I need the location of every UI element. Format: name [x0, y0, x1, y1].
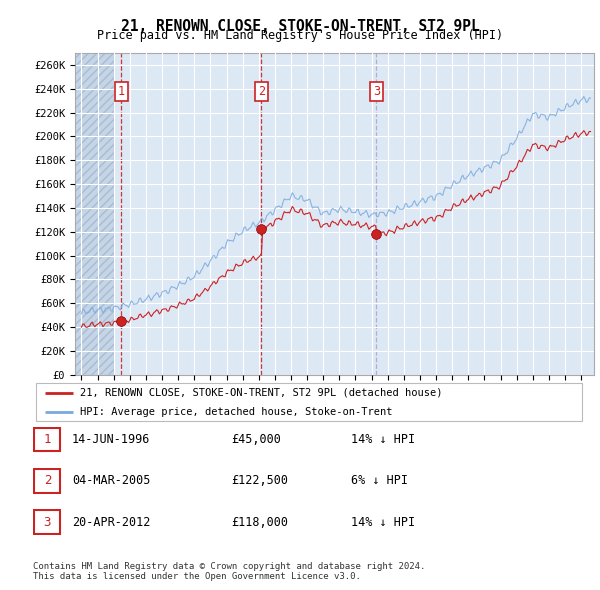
Text: 14-JUN-1996: 14-JUN-1996	[72, 433, 151, 446]
Text: 6% ↓ HPI: 6% ↓ HPI	[351, 474, 408, 487]
Text: 1: 1	[118, 85, 125, 98]
Text: £45,000: £45,000	[231, 433, 281, 446]
Text: 3: 3	[44, 516, 51, 529]
Text: HPI: Average price, detached house, Stoke-on-Trent: HPI: Average price, detached house, Stok…	[80, 407, 392, 417]
Text: 21, RENOWN CLOSE, STOKE-ON-TRENT, ST2 9PL: 21, RENOWN CLOSE, STOKE-ON-TRENT, ST2 9P…	[121, 19, 479, 34]
FancyBboxPatch shape	[34, 510, 61, 534]
Text: £118,000: £118,000	[231, 516, 288, 529]
Text: 21, RENOWN CLOSE, STOKE-ON-TRENT, ST2 9PL (detached house): 21, RENOWN CLOSE, STOKE-ON-TRENT, ST2 9P…	[80, 388, 443, 398]
Text: £122,500: £122,500	[231, 474, 288, 487]
Polygon shape	[75, 53, 113, 375]
Text: 14% ↓ HPI: 14% ↓ HPI	[351, 433, 415, 446]
FancyBboxPatch shape	[34, 428, 61, 451]
Text: Contains HM Land Registry data © Crown copyright and database right 2024.
This d: Contains HM Land Registry data © Crown c…	[33, 562, 425, 581]
Text: 2: 2	[258, 85, 265, 98]
FancyBboxPatch shape	[36, 383, 583, 421]
Text: 2: 2	[44, 474, 51, 487]
Text: 14% ↓ HPI: 14% ↓ HPI	[351, 516, 415, 529]
Text: 1: 1	[44, 433, 51, 446]
Text: 3: 3	[373, 85, 380, 98]
Text: Price paid vs. HM Land Registry's House Price Index (HPI): Price paid vs. HM Land Registry's House …	[97, 30, 503, 42]
FancyBboxPatch shape	[34, 469, 61, 493]
Text: 04-MAR-2005: 04-MAR-2005	[72, 474, 151, 487]
Text: 20-APR-2012: 20-APR-2012	[72, 516, 151, 529]
